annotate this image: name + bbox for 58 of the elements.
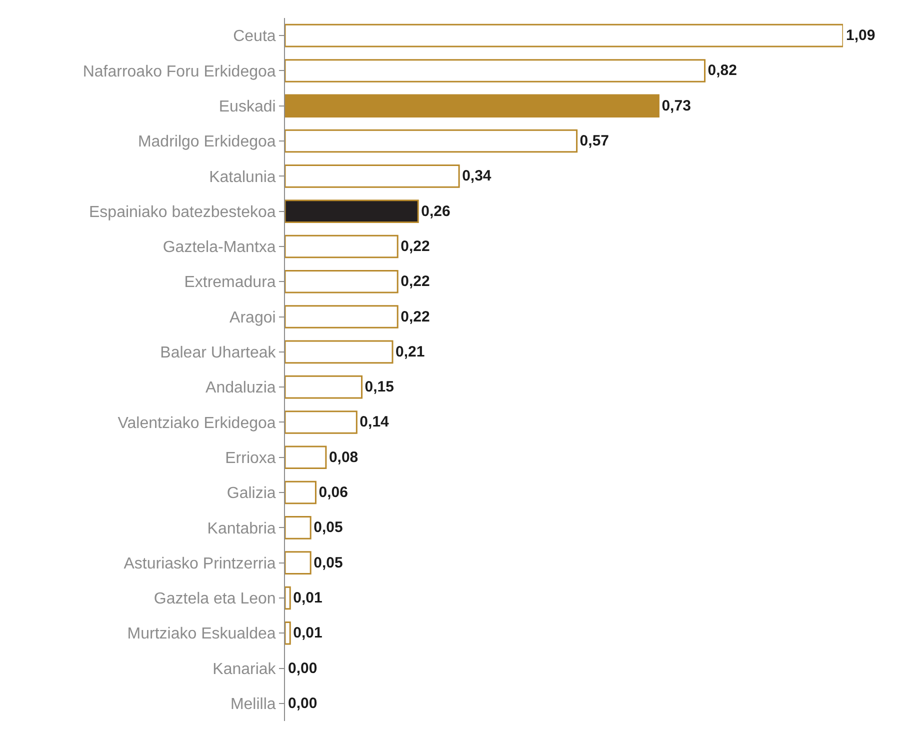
bar — [285, 340, 394, 364]
bar — [285, 480, 316, 504]
bar — [285, 164, 460, 188]
bar — [285, 94, 660, 118]
y-tick-label: Valentziako Erkidegoa — [118, 414, 276, 432]
data-label: 0,01 — [293, 624, 322, 642]
bar — [285, 234, 398, 258]
y-tick-label: Galizia — [226, 485, 276, 502]
y-tick-label: Euskadi — [218, 98, 276, 116]
bar — [285, 375, 363, 399]
bar — [285, 59, 706, 82]
y-tick-label: Murtziako Eskualdea — [127, 626, 276, 643]
bar — [285, 24, 843, 48]
bar — [285, 410, 358, 434]
bar — [285, 129, 578, 153]
data-label: 0,15 — [364, 378, 394, 396]
y-tick-label: Extremadura — [184, 274, 276, 292]
y-tick-label: Asturiasko Printzerria — [124, 555, 276, 572]
y-tick-label: Gaztela eta Leon — [154, 590, 276, 608]
data-label: 0,82 — [708, 62, 737, 80]
y-tick-label: Espainiako batezbestekoa — [89, 204, 276, 221]
data-label: 0,01 — [293, 589, 322, 606]
y-tick-label: Aragoi — [230, 309, 276, 326]
data-label: 0,14 — [360, 414, 390, 431]
data-label: 0,21 — [396, 343, 425, 360]
y-tick-label: Kantabria — [207, 520, 276, 538]
data-label: 0,73 — [662, 97, 691, 114]
data-label: 1,09 — [846, 27, 876, 44]
data-label: 0,57 — [580, 132, 610, 150]
bar — [285, 516, 312, 540]
data-label: 0,05 — [314, 554, 343, 572]
bar — [285, 200, 419, 223]
y-tick-label: Andaluzia — [206, 380, 276, 397]
bar — [285, 551, 312, 574]
data-label: 0,22 — [400, 238, 430, 255]
bar — [285, 586, 291, 610]
y-tick-label: Kanariak — [212, 660, 277, 678]
y-tick-label: Balear Uharteak — [160, 344, 277, 362]
bar — [285, 621, 291, 645]
bar — [285, 305, 398, 328]
data-label: 0,22 — [400, 308, 430, 326]
data-label: 0,06 — [318, 484, 348, 502]
data-label: 0,22 — [400, 273, 430, 290]
data-label: 0,08 — [328, 448, 358, 466]
data-label: 0,00 — [288, 694, 318, 712]
data-label: 0,26 — [421, 202, 450, 220]
y-tick-label: Madrilgo Erkidegoa — [138, 134, 276, 151]
y-tick-label: Errioxa — [225, 450, 276, 467]
bar — [285, 270, 398, 294]
y-tick-label: Gaztela-Mantxa — [162, 239, 276, 256]
data-label: 0,34 — [462, 168, 492, 185]
y-tick-label: Melilla — [230, 696, 276, 714]
y-tick-label: Katalunia — [209, 168, 276, 186]
y-tick-label: Nafarroako Foru Erkidegoa — [82, 63, 276, 80]
data-label: 0,05 — [314, 519, 343, 536]
data-label: 0,00 — [288, 660, 318, 677]
bar — [285, 446, 327, 470]
y-tick-label: Ceuta — [233, 28, 276, 46]
